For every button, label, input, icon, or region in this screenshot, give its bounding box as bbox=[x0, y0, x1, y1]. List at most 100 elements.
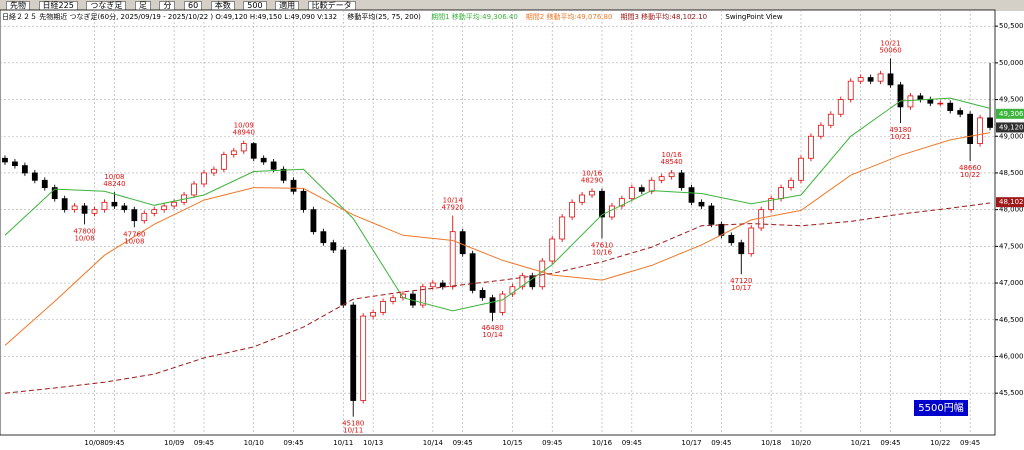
legend-entry: 期間2 移動平均:49,076.80 bbox=[525, 13, 613, 21]
swing-label: 10/22 bbox=[960, 171, 980, 179]
swing-label: 48240 bbox=[103, 180, 125, 188]
candle-body bbox=[310, 209, 317, 233]
candle-body bbox=[837, 99, 844, 115]
candle-body bbox=[51, 187, 58, 200]
candle-body bbox=[101, 201, 108, 211]
candle-body bbox=[987, 117, 993, 128]
moving-average bbox=[4, 97, 991, 312]
x-tick-label: 10/10 bbox=[244, 439, 264, 447]
x-tick-label: 09:45 bbox=[622, 439, 642, 447]
candle-body bbox=[609, 205, 615, 218]
candle-body bbox=[469, 253, 476, 291]
y-tick-label: 46,500 bbox=[999, 316, 1024, 324]
candle-body bbox=[220, 154, 227, 170]
candle-body bbox=[589, 190, 595, 196]
range-box-label: 5500円幅 bbox=[918, 401, 963, 414]
x-tick-label: 09:45 bbox=[194, 439, 214, 447]
candle-body bbox=[798, 157, 804, 181]
swing-label: 10/11 bbox=[343, 427, 363, 435]
x-tick-label: 09:45 bbox=[711, 439, 731, 447]
x-tick-label: 10/22 bbox=[930, 439, 950, 447]
candle-body bbox=[171, 201, 178, 207]
range-box bbox=[914, 400, 968, 416]
x-tick-label: 10/08 bbox=[84, 439, 104, 447]
candle-body bbox=[61, 198, 68, 211]
candle-body bbox=[778, 187, 784, 200]
candle-body bbox=[559, 216, 566, 240]
toolbar: 先物 日経225 つなぎ足 足 分 60 本数 500 適用 比較データ bbox=[0, 0, 1024, 11]
candle-body bbox=[539, 260, 546, 288]
candle-body bbox=[141, 212, 148, 222]
candle-body bbox=[250, 143, 257, 159]
candle-body bbox=[360, 315, 367, 401]
candle-body bbox=[2, 157, 8, 163]
swing-label: 10/08 bbox=[74, 234, 94, 242]
x-tick-label: 10/13 bbox=[363, 439, 383, 447]
y-tick-label: 47,500 bbox=[999, 242, 1024, 250]
view-label: SwingPoint View bbox=[725, 13, 783, 21]
candle-body bbox=[847, 80, 854, 100]
candle-body bbox=[449, 231, 456, 288]
info-line: 日経２２５ 先物期近 つなぎ足(60分, 2025/09/19 - 2025/1… bbox=[2, 12, 791, 22]
legend: 期間1 移動平均:49,306.40 期間2 移動平均:49,076.80 期間3 … bbox=[431, 13, 715, 21]
candle-body bbox=[280, 168, 287, 181]
candle-body bbox=[12, 161, 18, 167]
price-tag-label: 49,306 bbox=[999, 110, 1024, 118]
swing-label: 10/08 bbox=[124, 237, 144, 245]
candle-body bbox=[151, 209, 158, 214]
y-tick-label: 47,000 bbox=[999, 279, 1024, 287]
candle-body bbox=[519, 275, 526, 288]
x-tick-label: 10/16 bbox=[592, 439, 613, 447]
candle-body bbox=[887, 73, 894, 86]
swing-label: 47760 bbox=[123, 230, 145, 238]
candle-body bbox=[31, 172, 38, 181]
candle-body bbox=[599, 190, 605, 218]
swing-label: 10/14 bbox=[443, 197, 464, 205]
candle-body bbox=[380, 301, 386, 313]
candle-body bbox=[340, 249, 347, 306]
candle-body bbox=[260, 157, 267, 163]
swing-label: 48540 bbox=[660, 158, 682, 166]
candle-body bbox=[658, 176, 665, 181]
candle-body bbox=[439, 282, 446, 288]
candle-body bbox=[937, 102, 944, 105]
x-tick-label: 09:45 bbox=[880, 439, 900, 447]
candle-body bbox=[41, 179, 48, 189]
x-tick-label: 09:45 bbox=[104, 439, 124, 447]
y-tick-label: 46,000 bbox=[999, 352, 1024, 360]
candle-body bbox=[808, 135, 814, 159]
y-tick-label: 50,000 bbox=[999, 59, 1024, 67]
candle-body bbox=[917, 95, 924, 100]
candle-body bbox=[638, 187, 645, 192]
candle-body bbox=[459, 231, 466, 255]
candle-body bbox=[977, 117, 983, 144]
candle-body bbox=[21, 165, 28, 174]
price-tag-label: 48,102 bbox=[999, 198, 1024, 206]
y-tick-label: 49,500 bbox=[999, 96, 1024, 104]
y-tick-label: 49,000 bbox=[999, 132, 1024, 140]
candle-body bbox=[479, 289, 486, 299]
x-tick-label: 10/17 bbox=[681, 439, 701, 447]
legend-entry: 期間3 移動平均:48,102.10 bbox=[620, 13, 708, 21]
candle-body bbox=[390, 297, 396, 302]
candle-body bbox=[191, 183, 197, 196]
swing-label: 47610 bbox=[591, 241, 613, 249]
candle-body bbox=[320, 231, 327, 244]
candle-body bbox=[370, 312, 377, 317]
candle-body bbox=[768, 198, 775, 211]
candle-body bbox=[489, 297, 496, 313]
candle-body bbox=[71, 205, 78, 211]
candle-body bbox=[867, 77, 874, 82]
candle-body bbox=[230, 150, 237, 156]
candle-body bbox=[648, 179, 655, 192]
x-tick-label: 10/15 bbox=[502, 439, 522, 447]
x-tick-label: 10/09 bbox=[164, 439, 184, 447]
candle-body bbox=[927, 99, 934, 104]
candle-body bbox=[429, 282, 436, 288]
candle-body bbox=[967, 113, 974, 144]
swing-label: 47800 bbox=[73, 227, 95, 235]
candle-body bbox=[668, 172, 675, 178]
candle-body bbox=[300, 190, 307, 211]
candle-body bbox=[211, 168, 217, 174]
